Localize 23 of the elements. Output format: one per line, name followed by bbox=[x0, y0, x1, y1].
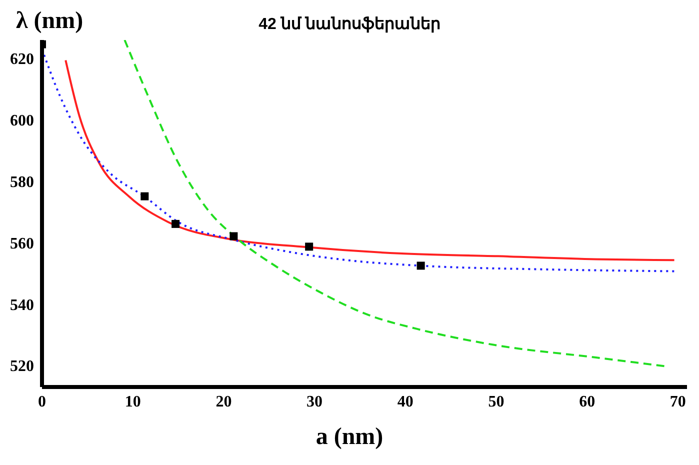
point bbox=[230, 232, 238, 240]
point bbox=[172, 220, 180, 228]
x-tick-label: 0 bbox=[38, 393, 46, 410]
y-tick-label: 560 bbox=[10, 235, 34, 252]
y-axis-title: λ (nm) bbox=[16, 8, 84, 35]
y-tick-label: 620 bbox=[10, 51, 34, 68]
y-tick-label: 520 bbox=[10, 358, 34, 376]
x-tick-label: 60 bbox=[579, 393, 596, 410]
x-tick-label: 10 bbox=[124, 393, 141, 410]
chart-title: 42 նմ նանոսֆերաներ bbox=[258, 16, 440, 33]
x-axis-title: a (nm) bbox=[314, 424, 384, 451]
y-tick-label: 580 bbox=[10, 174, 34, 191]
x-tick-label: 70 bbox=[670, 393, 686, 410]
x-tick-label: 30 bbox=[306, 393, 323, 410]
x-tick-label: 20 bbox=[216, 393, 232, 410]
x-tick-label: 50 bbox=[488, 393, 504, 410]
point bbox=[305, 242, 314, 251]
point bbox=[140, 192, 149, 200]
point bbox=[416, 262, 425, 270]
y-tick-label: 540 bbox=[10, 296, 34, 314]
y-tick-label: 600 bbox=[10, 112, 34, 130]
line-series bbox=[124, 40, 666, 368]
x-tick-label: 40 bbox=[397, 393, 414, 410]
